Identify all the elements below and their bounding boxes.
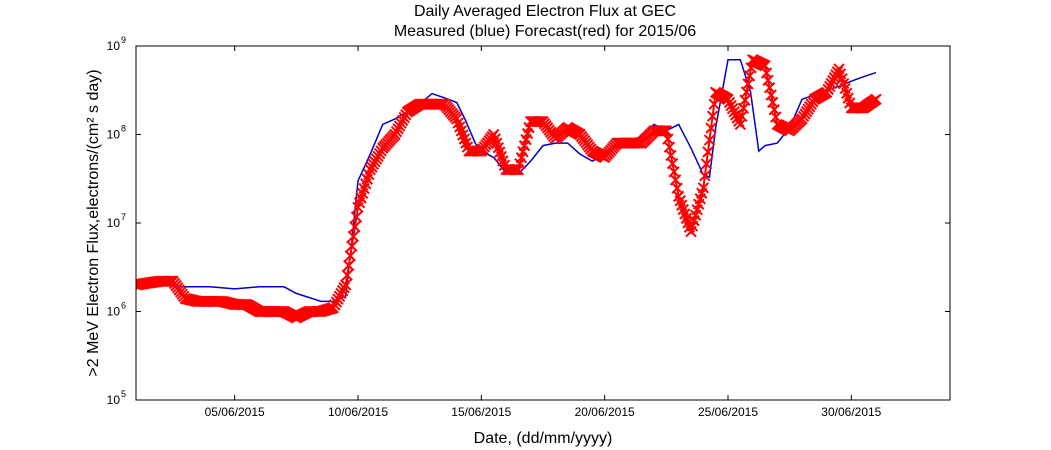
series-1-x-marker bbox=[700, 158, 713, 170]
series-1-x-marker bbox=[657, 125, 669, 137]
y-tick-exponent: 6 bbox=[121, 301, 126, 311]
series-1-x-marker bbox=[346, 240, 358, 252]
series-1-x-marker bbox=[339, 279, 352, 291]
series-1-x-marker bbox=[706, 110, 719, 122]
series-1-trace bbox=[136, 58, 877, 319]
x-tick-label: 25/06/2015 bbox=[698, 405, 758, 419]
y-tick-exponent: 7 bbox=[121, 212, 126, 222]
series-1-x-marker bbox=[656, 125, 668, 137]
series-1-x-marker bbox=[870, 93, 882, 105]
y-tick-exponent: 5 bbox=[121, 389, 126, 399]
series-1-x-marker bbox=[705, 122, 717, 134]
series-layer bbox=[136, 54, 882, 324]
y-axis-label: >2 MeV Electron Flux,electrons/(cm² s da… bbox=[85, 69, 102, 376]
x-tick-label: 05/06/2015 bbox=[205, 405, 265, 419]
x-tick-label: 10/06/2015 bbox=[328, 405, 388, 419]
chart-subtitle: Measured (blue) Forecast(red) for 2015/0… bbox=[394, 23, 696, 40]
x-tick-label: 30/06/2015 bbox=[821, 405, 881, 419]
series-1-x-marker bbox=[723, 96, 736, 109]
series-1-x-marker bbox=[659, 125, 671, 137]
series-1-x-marker bbox=[343, 259, 355, 272]
x-tick-label: 20/06/2015 bbox=[575, 405, 635, 419]
y-tick-label: 10 bbox=[107, 393, 121, 407]
series-1-x-marker bbox=[350, 211, 363, 223]
series-1-x-marker bbox=[532, 115, 545, 128]
series-1-x-marker bbox=[511, 164, 523, 176]
tick-layer: 05/06/2015 10/06/2015 15/06/2015 20/06/2015… bbox=[107, 35, 950, 419]
y-tick-label: 10 bbox=[107, 305, 121, 319]
series-1-x-marker bbox=[702, 146, 714, 158]
y-tick-exponent: 8 bbox=[121, 124, 126, 134]
series-1-x-marker bbox=[344, 250, 356, 262]
series-0-line bbox=[136, 58, 877, 303]
series-1-x-marker bbox=[703, 134, 716, 146]
series-1-x-marker bbox=[726, 102, 739, 115]
series-1-x-marker bbox=[699, 170, 711, 182]
series-1-x-marker bbox=[728, 106, 740, 118]
series-1-x-marker bbox=[471, 145, 483, 157]
series-1-x-marker bbox=[725, 99, 737, 112]
chart-title: Daily Averaged Electron Flux at GEC bbox=[414, 3, 676, 20]
y-tick-label: 10 bbox=[107, 216, 121, 230]
x-tick-label: 15/06/2015 bbox=[451, 405, 511, 419]
series-1-x-marker bbox=[349, 221, 361, 233]
series-1-x-marker bbox=[347, 230, 360, 243]
y-tick-exponent: 9 bbox=[121, 35, 126, 45]
series-1-x-marker bbox=[722, 93, 734, 105]
y-tick-label: 10 bbox=[107, 39, 121, 53]
series-1-x-marker bbox=[341, 269, 353, 281]
y-tick-label: 10 bbox=[107, 128, 121, 142]
series-1-x-marker bbox=[162, 275, 175, 287]
series-1-x-marker bbox=[697, 182, 710, 194]
x-axis-label: Date, (dd/mm/yyyy) bbox=[474, 430, 613, 447]
